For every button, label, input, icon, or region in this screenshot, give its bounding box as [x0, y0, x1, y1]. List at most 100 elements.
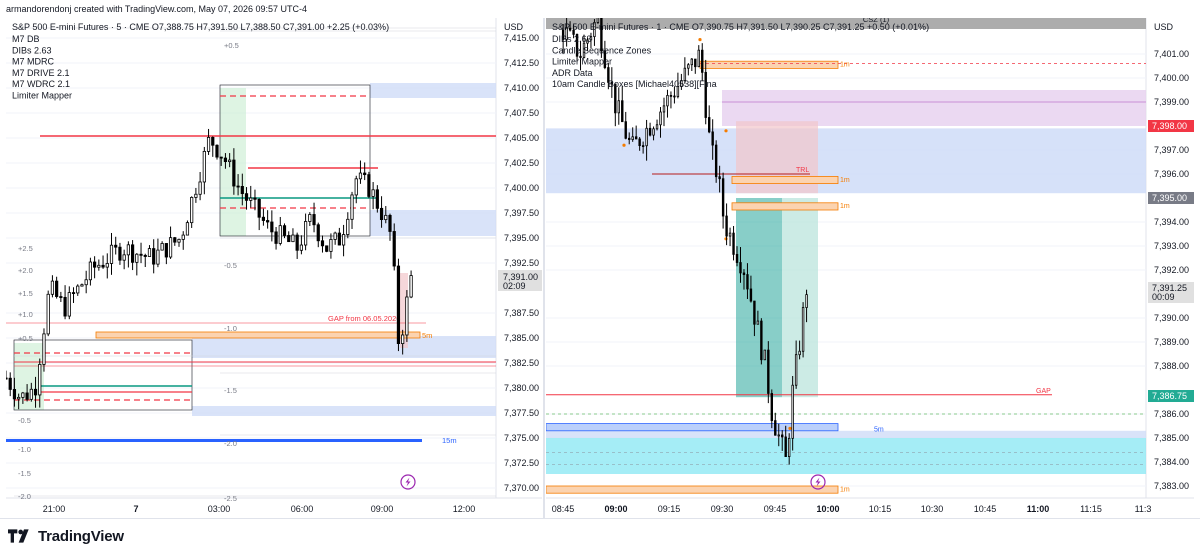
pane-divider[interactable] [543, 18, 545, 518]
candle-body [694, 58, 697, 68]
candle-body [375, 189, 379, 209]
candle-body [278, 225, 282, 244]
level-1m-label: 1m [840, 203, 850, 210]
candle-body [67, 292, 71, 317]
candle-body [767, 349, 770, 394]
candle-body [388, 214, 392, 232]
candle-body [76, 285, 80, 294]
candle-body [683, 67, 687, 81]
candle-body [152, 248, 156, 265]
candle-body [346, 218, 350, 235]
std-dev-label: +1.5 [18, 289, 33, 298]
candle-body [304, 221, 308, 246]
chart-credit-bar: armandorendonj created with TradingView.… [0, 0, 1200, 18]
x-tick-label: 11:00 [1027, 504, 1050, 514]
candle-body [589, 36, 593, 41]
blue-zone [192, 406, 496, 416]
candle-body [291, 234, 295, 243]
candle-body [561, 29, 565, 40]
candle-body [666, 95, 669, 107]
candle-body [249, 197, 253, 201]
currency-label: USD [504, 22, 524, 32]
candle-body [185, 222, 190, 236]
candle-body [617, 100, 620, 114]
candle-body [596, 18, 600, 23]
chart-5m-svg[interactable]: +0.5 -0.5 -1.0 -1.5 -2.0 -2.5 +2.5 +2.0 +1.5 +1.0… [6, 18, 542, 518]
candle-body [38, 363, 42, 396]
y-tick-label: 7,395.00 [504, 233, 539, 243]
candle-body [770, 393, 773, 422]
price-tag-value: 7,386.75 [1152, 391, 1187, 401]
candle-body [645, 127, 648, 147]
candle-body [659, 111, 662, 126]
candle-body [181, 234, 185, 240]
price-tag-value: 7,391.25 [1152, 283, 1187, 293]
candle-body [739, 262, 742, 274]
level-1m-label: 1m [840, 486, 850, 493]
candle-body [718, 176, 721, 180]
x-tick-label: 7 [133, 504, 138, 514]
y-tick-label: 7,400.00 [1154, 73, 1189, 83]
blue-zone [192, 336, 496, 358]
candle-body [711, 131, 714, 146]
x-tick-label: 09:15 [658, 504, 681, 514]
y-tick-label: 7,410.00 [504, 83, 539, 93]
x-tick-label: 09:00 [371, 504, 394, 514]
candle-body [652, 128, 655, 136]
y-tick-label: 7,389.00 [1154, 337, 1189, 347]
candle-body [704, 71, 707, 118]
candle-body [610, 81, 614, 85]
x-tick-label: 09:30 [711, 504, 734, 514]
orange-box [546, 485, 839, 494]
std-dev-label: -1.0 [18, 445, 31, 454]
std-dev-label: -2.5 [224, 494, 237, 503]
candle-body [687, 64, 690, 69]
chart-1m-svg[interactable]: CSZ (1) 1m TRL 1m 1m GAP 5m 1m 7,398.00 7,395.00 7… [546, 18, 1194, 518]
candle-body [341, 234, 346, 246]
candle-body [586, 39, 589, 44]
indicator-label: M7 DRIVE 2.1 [12, 68, 70, 78]
y-tick-label: 7,394.00 [1154, 217, 1189, 227]
chart-pane-1m[interactable]: CSZ (1) 1m TRL 1m 1m GAP 5m 1m 7,398.00 7,395.00 7… [546, 18, 1194, 518]
candle-body [749, 288, 753, 302]
candle-body [774, 420, 777, 436]
candle-body [614, 83, 617, 114]
candle-body [333, 232, 337, 240]
x-tick-label: 11:15 [1080, 504, 1102, 514]
candle-body [8, 377, 12, 390]
candle-body [223, 157, 228, 163]
candle-body [371, 189, 375, 197]
candle-body [118, 246, 122, 261]
candle-body [655, 124, 659, 130]
candle-body [575, 33, 579, 57]
candle-body [753, 300, 756, 325]
tradingview-brand[interactable]: TradingView [8, 526, 124, 546]
purple-zone [722, 90, 1146, 126]
candle-body [156, 249, 160, 265]
candle-body [565, 27, 568, 40]
y-tick-label: 7,392.00 [1154, 265, 1189, 275]
candle-body [97, 264, 101, 268]
indicator-label: 10am Candle Boxes [Michael40538][Fina [552, 79, 717, 89]
level-1m-label: 1m [840, 177, 850, 184]
candle-body [135, 253, 139, 263]
candle-body [756, 320, 760, 325]
last-price-value: 7,391.00 [503, 272, 538, 282]
chart-pane-5m[interactable]: +0.5 -0.5 -1.0 -1.5 -2.0 -2.5 +2.5 +2.0 +1.5 +1.0… [6, 18, 542, 518]
candle-body [363, 172, 367, 176]
candle-body [236, 185, 240, 188]
candle-body [295, 234, 299, 251]
orange-marker [622, 143, 626, 147]
candle-body [735, 253, 739, 263]
cyan-zone [546, 438, 1146, 474]
candle-body [690, 58, 694, 66]
lightning-bolt-icon [815, 477, 821, 487]
candle-body [122, 254, 126, 261]
indicator-label: ADR Data [552, 68, 593, 78]
lightning-bolt-icon [405, 477, 411, 487]
candle-body [329, 239, 333, 252]
price-tag-value: 7,395.00 [1152, 193, 1187, 203]
indicator-label: Candle Sequence Zones [552, 45, 652, 55]
price-tag [1148, 120, 1194, 132]
lightning-icon [810, 474, 826, 490]
